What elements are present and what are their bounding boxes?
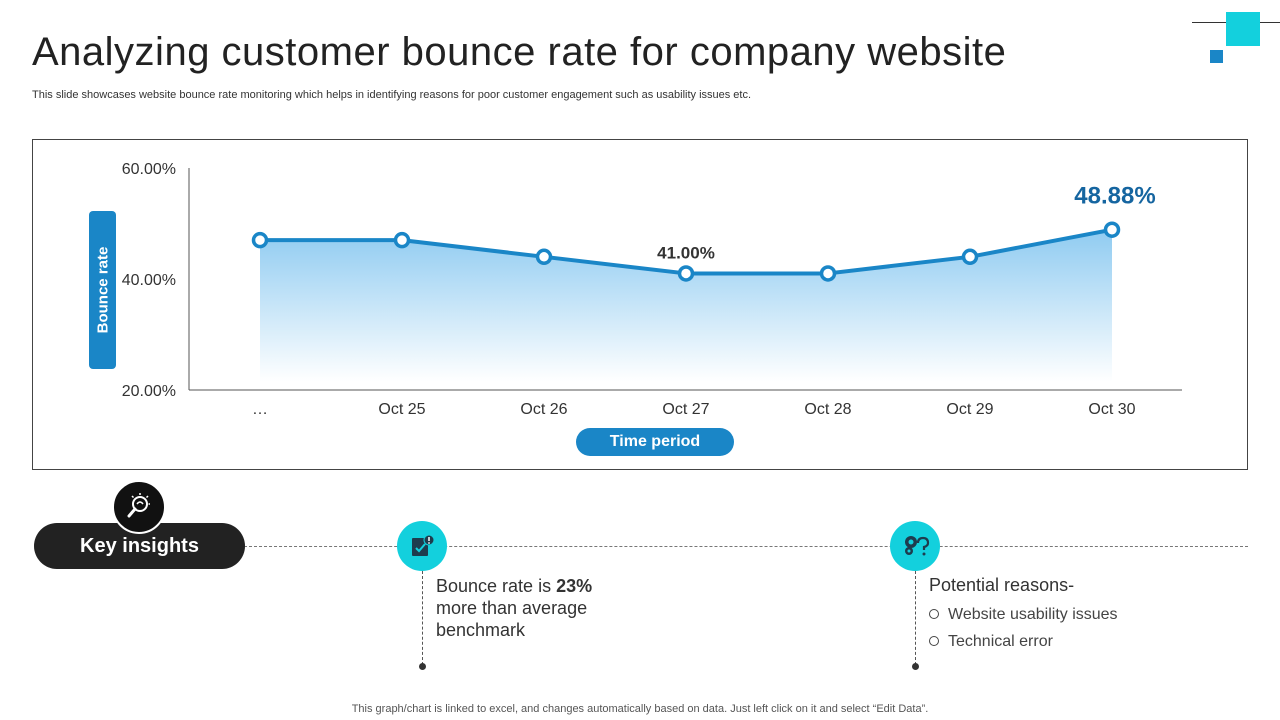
benchmark-value: 23% <box>556 576 593 596</box>
page-subtitle: This slide showcases website bounce rate… <box>32 89 752 101</box>
reason-text: Website usability issues <box>948 606 1118 623</box>
gears-question-icon <box>890 521 940 571</box>
insight-connector-2 <box>915 571 916 665</box>
x-axis-label-pill: Time period <box>576 428 734 456</box>
insight-connector-dot-2 <box>912 663 919 670</box>
reason-item: Technical error <box>929 633 1053 651</box>
lightbulb-magnifier-icon <box>112 480 166 534</box>
reasons-title: Potential reasons- <box>929 575 1075 595</box>
bullet-icon <box>929 635 939 646</box>
y-axis-label-pill: Bounce rate <box>89 211 116 369</box>
key-insights-label: Key insights <box>80 534 199 557</box>
benchmark-suffix: more than average benchmark <box>436 598 588 640</box>
chart-frame[interactable] <box>32 139 1248 470</box>
corner-decoration-square-small <box>1210 50 1223 63</box>
insight-connector-1 <box>422 571 423 665</box>
benchmark-prefix: Bounce rate is <box>436 576 552 596</box>
reason-text: Technical error <box>948 633 1053 650</box>
insights-divider <box>244 546 1248 547</box>
checklist-alert-icon <box>397 521 447 571</box>
corner-decoration-square-large <box>1226 12 1260 46</box>
page-title: Analyzing customer bounce rate for compa… <box>32 30 1007 74</box>
bullet-icon <box>929 608 939 619</box>
y-axis-label: Bounce rate <box>94 246 111 334</box>
reason-item: Website usability issues <box>929 606 1118 624</box>
x-axis-label: Time period <box>609 433 701 450</box>
benchmark-insight: Bounce rate is 23% more than average ben… <box>436 575 636 641</box>
insight-connector-dot-1 <box>419 663 426 670</box>
footer-note: This graph/chart is linked to excel, and… <box>351 703 929 715</box>
